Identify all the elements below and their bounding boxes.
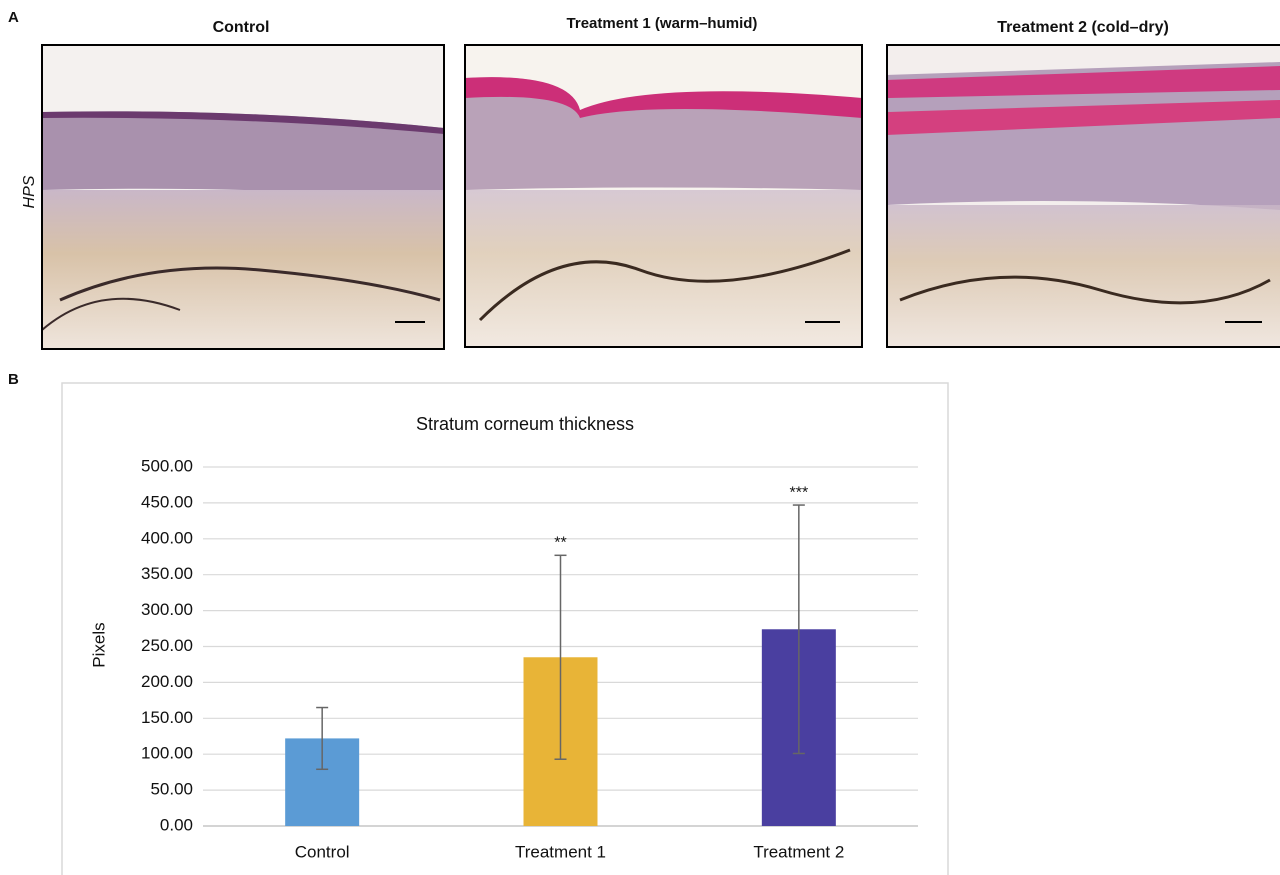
- histology-image: [42, 45, 444, 349]
- y-tick-label: 450.00: [141, 492, 193, 511]
- panel-label: B: [8, 371, 19, 388]
- chart-title: Stratum corneum thickness: [416, 414, 634, 434]
- y-tick-label: 500.00: [141, 456, 193, 475]
- image-title: Treatment 2 (cold–dry): [997, 19, 1169, 36]
- y-tick-label: 150.00: [141, 708, 193, 727]
- stain-label: HPS: [21, 175, 38, 208]
- y-tick-label: 100.00: [141, 744, 193, 763]
- y-tick-label: 200.00: [141, 672, 193, 691]
- x-tick-label: Control: [295, 842, 350, 861]
- histology-image: [465, 45, 862, 347]
- figure: A Control Treatment 1 (warm–humid) Treat…: [0, 0, 1280, 875]
- page: A Control Treatment 1 (warm–humid) Treat…: [0, 0, 1280, 875]
- y-tick-label: 400.00: [141, 528, 193, 547]
- y-tick-label: 0.00: [160, 815, 193, 834]
- y-tick-label: 250.00: [141, 636, 193, 655]
- significance-label: ***: [789, 484, 808, 501]
- y-axis-title: Pixels: [89, 622, 108, 667]
- image-title: Control: [213, 19, 270, 36]
- image-title: Treatment 1 (warm–humid): [567, 15, 758, 32]
- y-tick-label: 300.00: [141, 600, 193, 619]
- histology-image: [887, 45, 1280, 347]
- x-tick-label: Treatment 2: [753, 842, 844, 861]
- y-tick-label: 350.00: [141, 564, 193, 583]
- x-tick-label: Treatment 1: [515, 842, 606, 861]
- y-tick-label: 50.00: [150, 780, 193, 799]
- panel-label: A: [8, 9, 19, 26]
- significance-label: **: [554, 535, 566, 552]
